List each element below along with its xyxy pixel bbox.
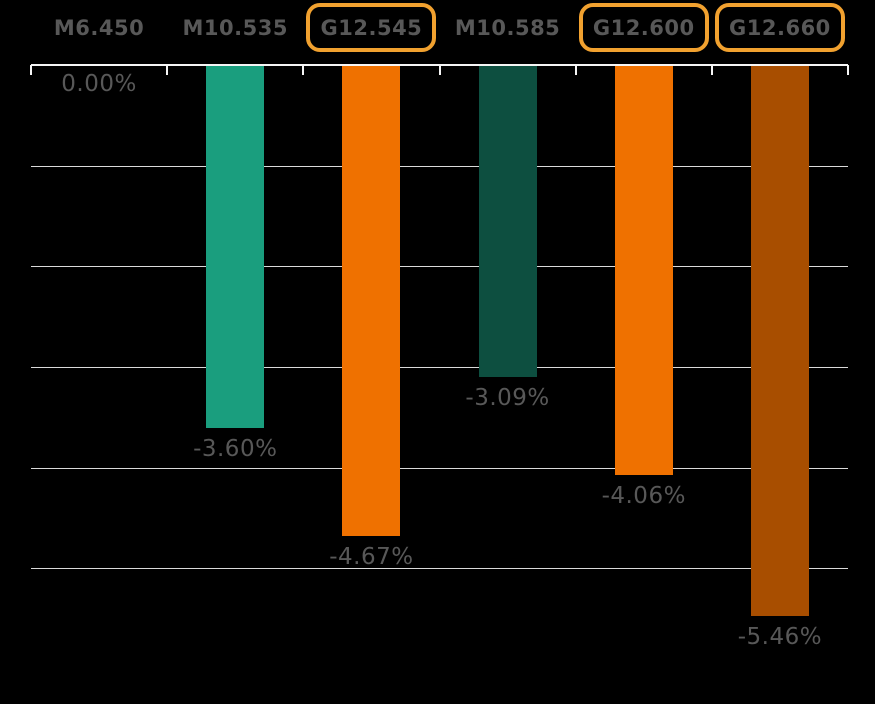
bar (750, 66, 809, 616)
category-label-highlighted: G12.545 (306, 3, 437, 52)
bar-value-label: -4.06% (601, 482, 686, 509)
bar-value-label: -3.60% (193, 436, 278, 463)
gridline (31, 467, 848, 469)
gridline (31, 568, 848, 570)
bar (206, 66, 265, 429)
gridline (31, 266, 848, 268)
bar (342, 66, 401, 537)
category-label-highlighted: G12.600 (578, 3, 709, 52)
axis-tick (438, 65, 441, 75)
bar-value-label: -5.46% (737, 623, 823, 650)
bar (478, 66, 537, 378)
category-label: M6.450 (53, 15, 145, 40)
gridline (31, 165, 848, 167)
bar-value-label: 0.00% (61, 71, 137, 97)
category-label: M10.535 (182, 15, 288, 40)
category-label: M10.585 (454, 15, 561, 40)
gridline (31, 367, 848, 368)
bar-value-label: -3.09% (465, 385, 550, 412)
axis-tick (166, 65, 169, 75)
category-label-highlighted: G12.660 (714, 3, 845, 52)
axis-tick (302, 65, 305, 75)
axis-tick (847, 65, 849, 75)
axis-tick (574, 65, 577, 75)
axis-tick (710, 65, 713, 75)
axis-tick (30, 65, 32, 75)
bar (614, 66, 673, 475)
bar-value-label: -4.67% (329, 544, 414, 571)
